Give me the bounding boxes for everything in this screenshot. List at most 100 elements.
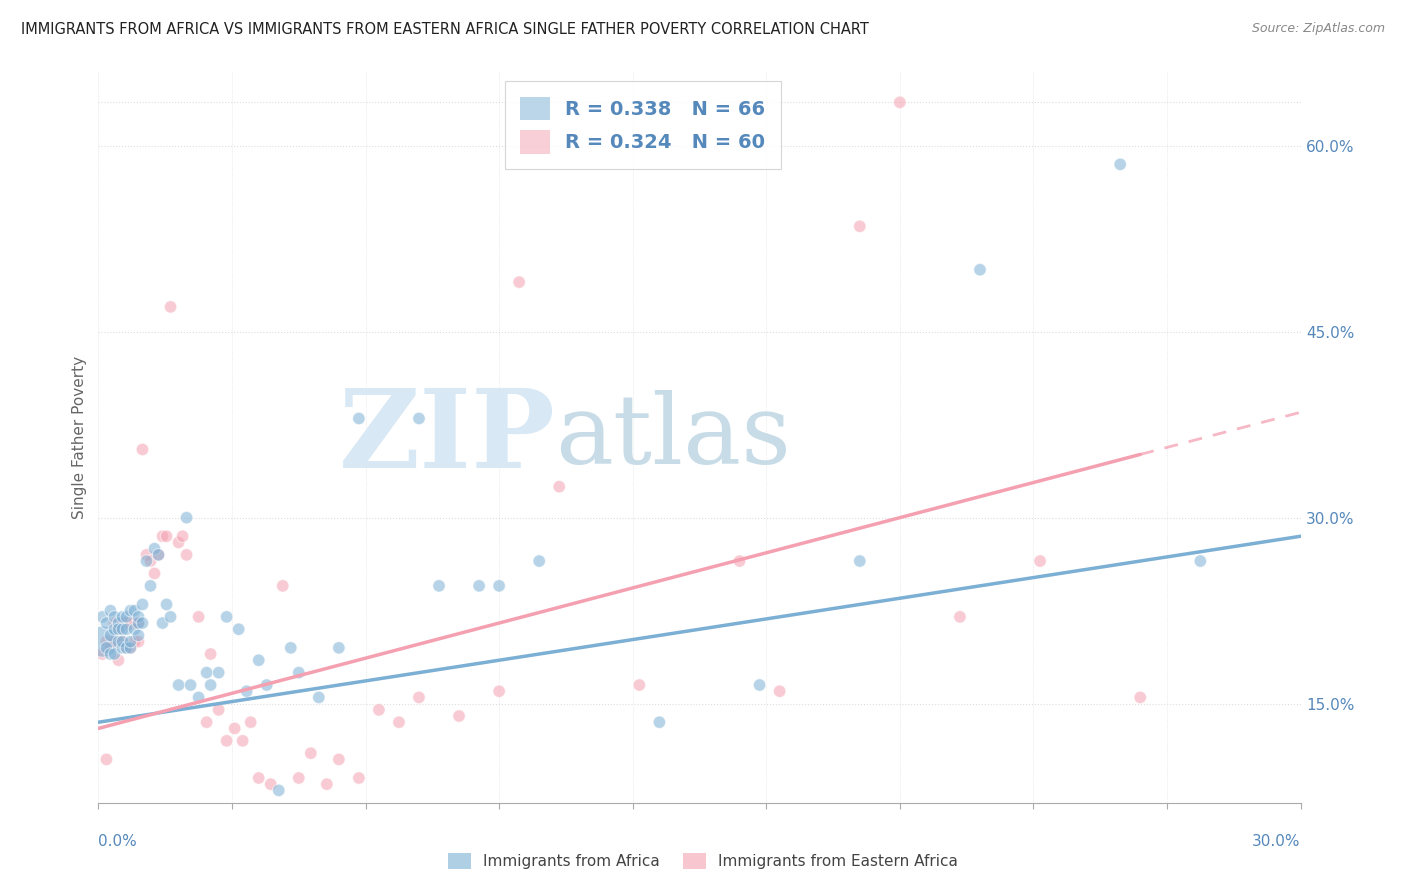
Point (1029, 554, 1052, 568)
Point (529, 554, 551, 568)
Point (648, 715, 671, 730)
Point (148, 548, 170, 562)
Point (728, 554, 751, 568)
Point (124, 622, 146, 636)
Point (368, 703, 391, 717)
Point (408, 411, 430, 425)
Legend: R = 0.338   N = 66, R = 0.324   N = 60: R = 0.338 N = 66, R = 0.324 N = 60 (505, 81, 780, 169)
Y-axis label: Single Father Poverty: Single Father Poverty (72, 356, 87, 518)
Point (215, 734, 238, 748)
Point (228, 622, 250, 636)
Point (288, 771, 311, 785)
Point (115, 622, 138, 636)
Point (889, 95, 911, 110)
Point (100, 647, 122, 661)
Point (1129, 690, 1152, 705)
Point (427, 579, 450, 593)
Text: 30.0%: 30.0% (1253, 834, 1301, 849)
Point (267, 783, 290, 797)
Point (103, 615, 125, 630)
Point (128, 610, 150, 624)
Point (288, 665, 311, 680)
Point (508, 275, 530, 289)
Point (628, 678, 651, 692)
Point (408, 690, 430, 705)
Point (328, 640, 350, 655)
Point (180, 678, 202, 692)
Point (247, 771, 270, 785)
Point (111, 640, 134, 655)
Point (969, 262, 991, 277)
Point (347, 411, 370, 425)
Text: 0.0%: 0.0% (98, 834, 138, 849)
Point (280, 640, 302, 655)
Point (260, 777, 283, 791)
Point (949, 610, 972, 624)
Point (143, 541, 166, 556)
Point (328, 752, 350, 766)
Point (111, 622, 134, 636)
Point (111, 615, 134, 630)
Point (200, 647, 222, 661)
Point (91, 610, 114, 624)
Point (91, 634, 114, 648)
Point (103, 647, 125, 661)
Point (124, 634, 146, 648)
Point (235, 684, 257, 698)
Point (200, 678, 222, 692)
Text: Source: ZipAtlas.com: Source: ZipAtlas.com (1251, 22, 1385, 36)
Point (115, 640, 138, 655)
Point (103, 610, 125, 624)
Point (111, 634, 134, 648)
Point (299, 746, 322, 760)
Point (115, 610, 138, 624)
Point (187, 610, 209, 624)
Point (128, 615, 150, 630)
Point (128, 634, 150, 648)
Point (107, 615, 129, 630)
Point (488, 579, 510, 593)
Point (155, 598, 177, 612)
Point (115, 640, 138, 655)
Point (107, 634, 129, 648)
Point (159, 300, 181, 314)
Point (239, 715, 262, 730)
Point (96, 634, 118, 648)
Point (769, 684, 792, 698)
Point (208, 703, 231, 717)
Point (315, 777, 337, 791)
Point (131, 442, 153, 457)
Point (120, 640, 142, 655)
Point (107, 653, 129, 667)
Point (548, 480, 571, 494)
Text: atlas: atlas (555, 390, 792, 484)
Point (96, 640, 118, 655)
Point (308, 690, 330, 705)
Point (135, 548, 157, 562)
Point (100, 604, 122, 618)
Point (176, 548, 198, 562)
Point (172, 529, 194, 543)
Point (232, 734, 254, 748)
Point (1109, 157, 1132, 171)
Point (247, 653, 270, 667)
Point (115, 615, 138, 630)
Text: IMMIGRANTS FROM AFRICA VS IMMIGRANTS FROM EASTERN AFRICA SINGLE FATHER POVERTY C: IMMIGRANTS FROM AFRICA VS IMMIGRANTS FRO… (21, 22, 869, 37)
Point (488, 684, 510, 698)
Point (195, 715, 218, 730)
Point (100, 628, 122, 642)
Point (215, 610, 238, 624)
Point (143, 566, 166, 581)
Point (159, 610, 181, 624)
Point (468, 579, 491, 593)
Point (1189, 554, 1212, 568)
Point (128, 628, 150, 642)
Point (128, 615, 150, 630)
Point (124, 615, 146, 630)
Point (187, 690, 209, 705)
Point (271, 579, 294, 593)
Point (120, 615, 142, 630)
Point (107, 622, 129, 636)
Legend: Immigrants from Africa, Immigrants from Eastern Africa: Immigrants from Africa, Immigrants from … (441, 847, 965, 875)
Point (120, 634, 142, 648)
